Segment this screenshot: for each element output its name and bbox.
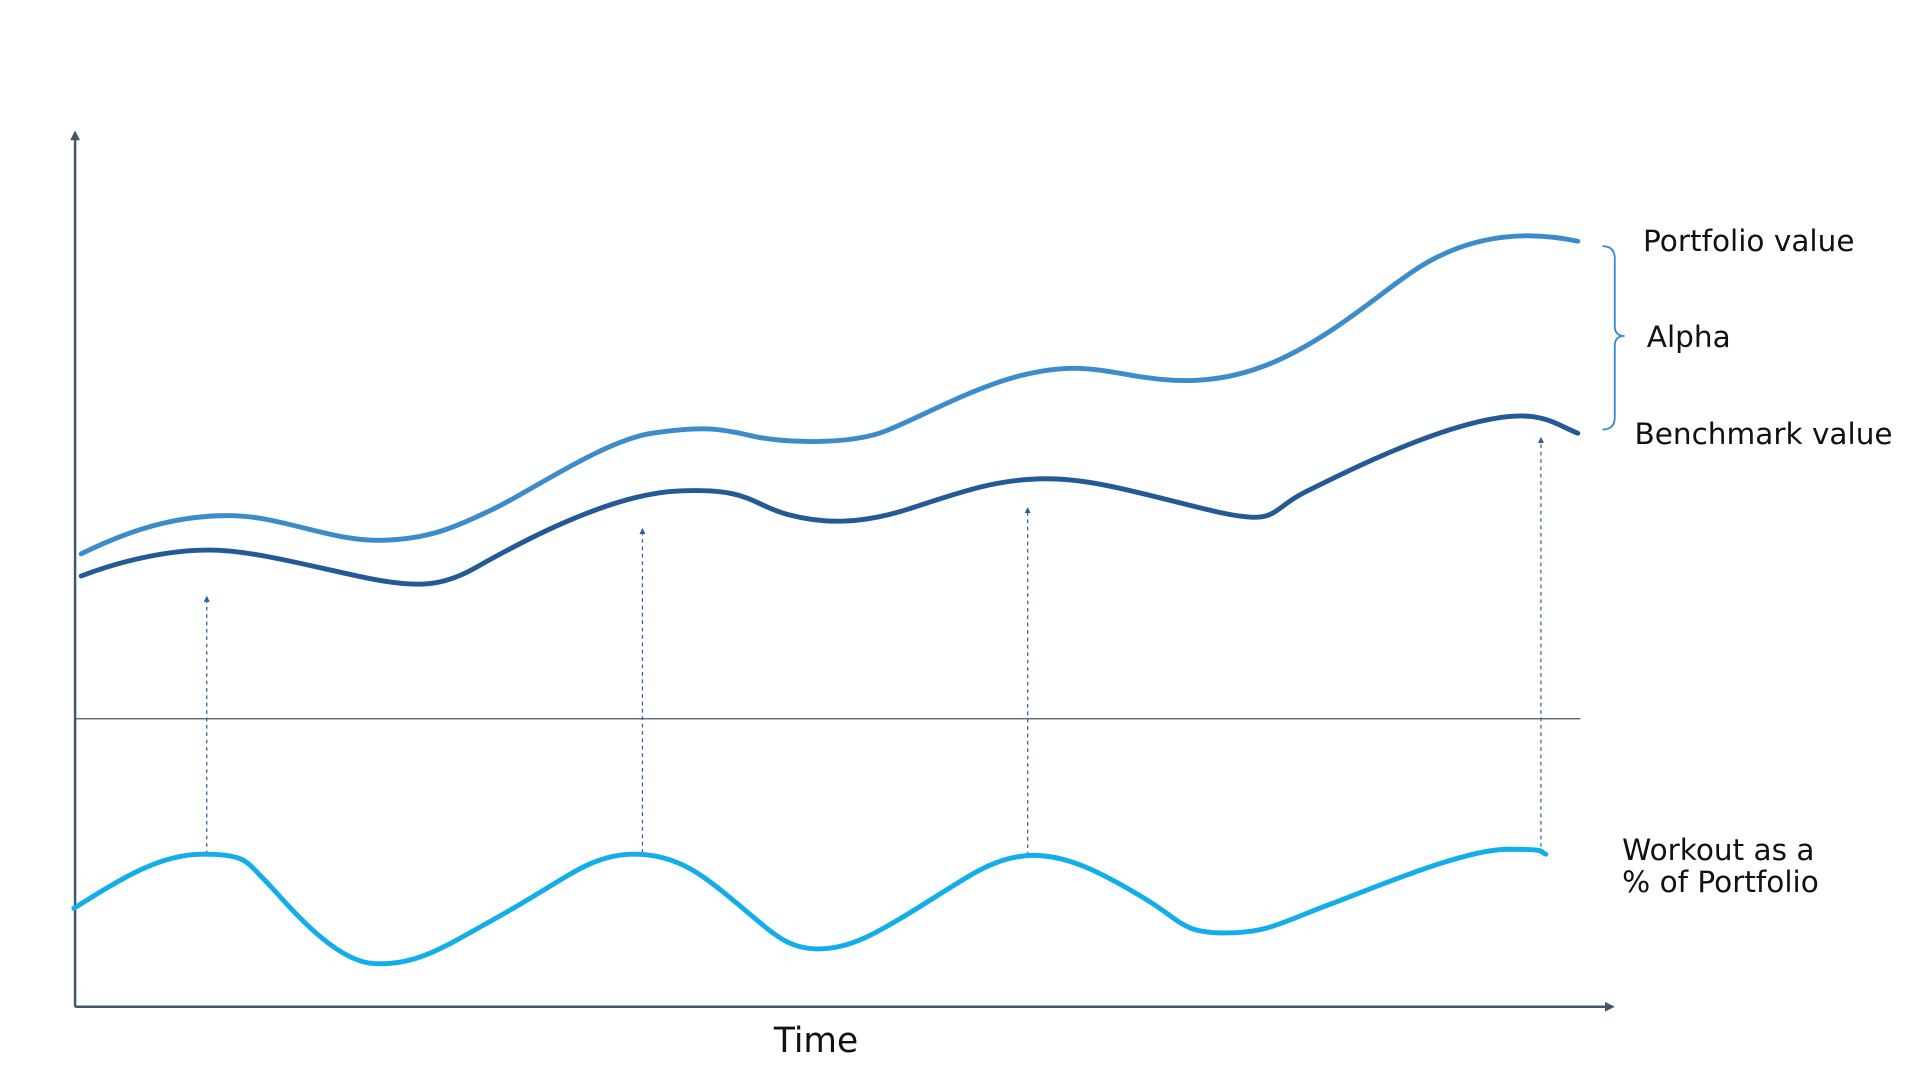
workout-curve — [71, 846, 1549, 967]
workout-label: Workout as a — [1622, 833, 1814, 867]
benchmark-curve — [78, 413, 1581, 587]
workout-label: % of Portfolio — [1622, 865, 1819, 899]
alpha-label: Alpha — [1647, 320, 1731, 354]
x-axis-label: Time — [773, 1021, 858, 1061]
alpha-bracket — [1602, 245, 1625, 431]
connectors — [203, 436, 1544, 856]
benchmark-label: Benchmark value — [1634, 417, 1892, 451]
portfolio-label: Portfolio value — [1643, 224, 1854, 258]
portfolio-curve — [78, 233, 1581, 557]
